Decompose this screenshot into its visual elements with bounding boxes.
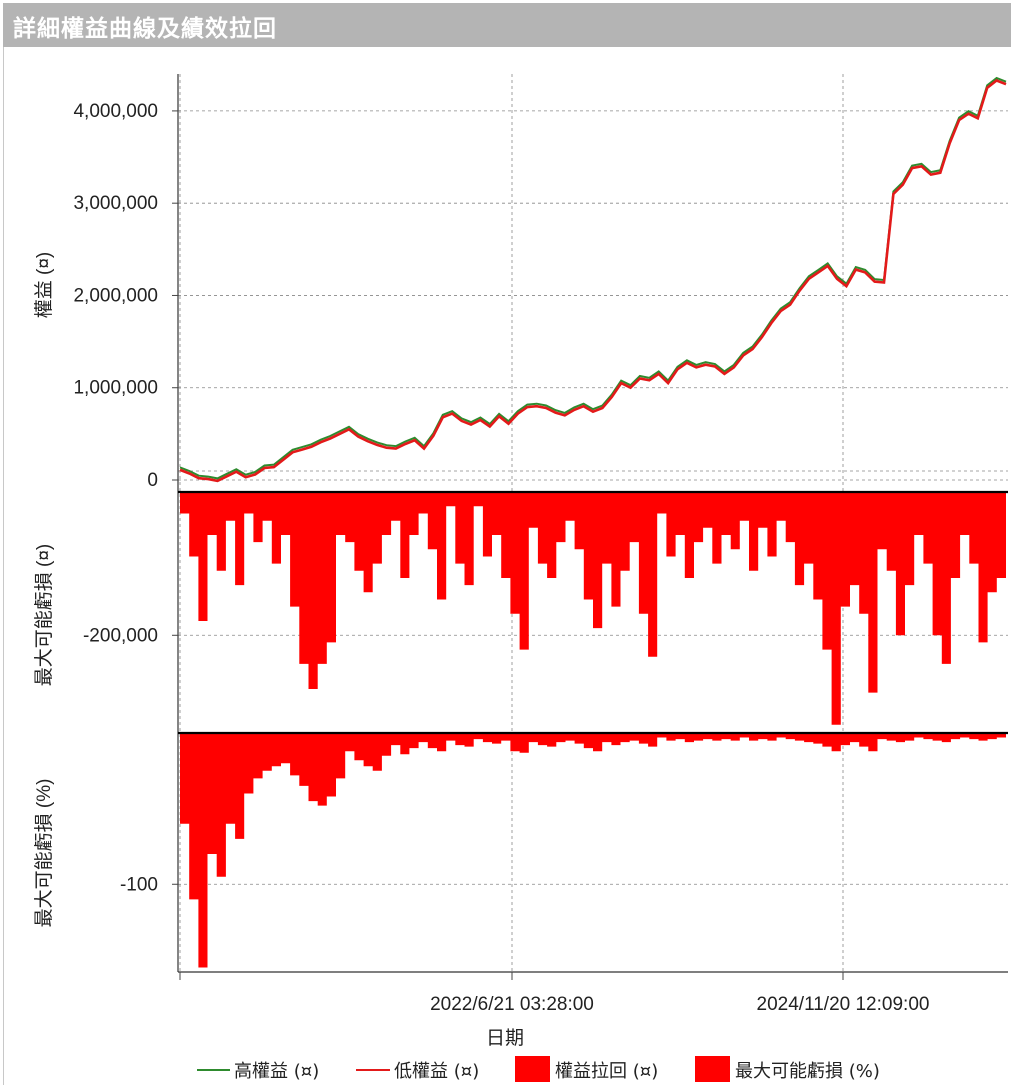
drawdown-panel	[180, 492, 1006, 725]
x-tick-label: 2022/6/21 03:28:00	[430, 994, 594, 1015]
legend-label: 最大可能虧損 (%)	[735, 1061, 880, 1082]
legend-label: 低權益 (¤)	[394, 1061, 479, 1082]
equity-panel	[179, 76, 1007, 483]
equity-drawdown-area	[180, 492, 1006, 725]
legend-label: 高權益 (¤)	[234, 1061, 319, 1082]
drawdown-pct-y-axis-title: 最大可能虧損 (%)	[33, 779, 55, 928]
title-bar: 詳細權益曲線及績效拉回	[3, 3, 1011, 47]
frame-border	[3, 47, 4, 1085]
equity-y-tick-label: 4,000,000	[73, 101, 158, 122]
drawdown-pct-y-tick-label: -100	[120, 874, 158, 895]
equity-y-tick-label: 0	[147, 470, 158, 491]
max-drawdown-pct-area	[180, 733, 1006, 968]
legend-swatch-max-drawdown-pct	[695, 1056, 730, 1082]
legend-label: 權益拉回 (¤)	[555, 1061, 658, 1082]
x-tick-label: 2024/11/20 12:09:00	[757, 994, 930, 1015]
x-axis-title: 日期	[486, 1027, 524, 1049]
grid-lines	[178, 74, 1008, 972]
equity-y-tick-label: 3,000,000	[73, 193, 158, 214]
panel-frames	[177, 74, 1008, 973]
equity-y-tick-label: 1,000,000	[73, 378, 158, 399]
drawdown-pct-panel	[180, 733, 1006, 968]
legend-swatch-equity-drawdown	[515, 1056, 550, 1082]
low-equity-line	[179, 79, 1007, 483]
legend: 高權益 (¤) 低權益 (¤) 權益拉回 (¤) 最大可能虧損 (%)	[197, 1056, 880, 1082]
drawdown-y-axis-title: 最大可能虧損 (¤)	[33, 544, 55, 687]
equity-y-axis-title: 權益 (¤)	[33, 252, 55, 319]
equity-y-tick-label: 2,000,000	[73, 285, 158, 306]
drawdown-y-tick-label: -200,000	[83, 625, 158, 646]
window-title: 詳細權益曲線及績效拉回	[13, 16, 277, 42]
high-equity-line	[179, 76, 1007, 480]
axis-ticks	[172, 110, 844, 980]
